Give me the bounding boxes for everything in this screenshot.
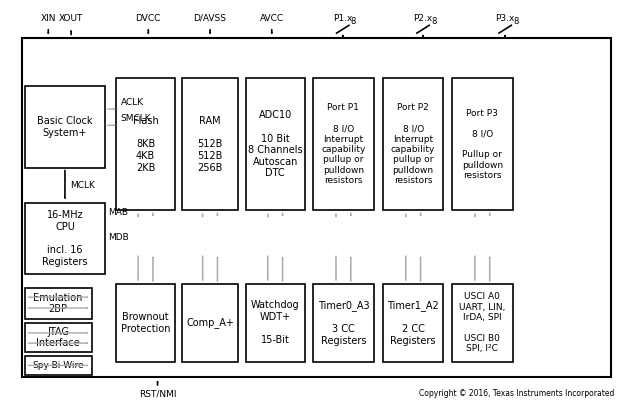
Text: DVCC: DVCC bbox=[135, 14, 161, 23]
Bar bbox=[313, 78, 374, 210]
Text: RAM

512B
512B
256B: RAM 512B 512B 256B bbox=[197, 116, 223, 173]
Text: MCLK: MCLK bbox=[70, 181, 94, 190]
Bar bbox=[25, 203, 105, 274]
Text: JTAG
Interface: JTAG Interface bbox=[37, 327, 80, 348]
Text: Timer1_A2

2 CC
Registers: Timer1_A2 2 CC Registers bbox=[387, 300, 439, 346]
Text: ACLK: ACLK bbox=[120, 98, 144, 107]
Bar bbox=[25, 356, 91, 375]
Text: Basic Clock
System+: Basic Clock System+ bbox=[37, 116, 93, 138]
Bar bbox=[25, 86, 105, 168]
Text: P3.x: P3.x bbox=[495, 14, 515, 23]
Text: P2.x: P2.x bbox=[413, 14, 433, 23]
Bar bbox=[246, 78, 304, 210]
Text: Watchdog
WDT+

15-Bit: Watchdog WDT+ 15-Bit bbox=[251, 300, 299, 345]
Bar bbox=[116, 78, 175, 210]
Text: Port P3

8 I/O

Pullup or
pulldown
resistors: Port P3 8 I/O Pullup or pulldown resisto… bbox=[462, 109, 503, 180]
Text: 8: 8 bbox=[431, 17, 437, 26]
Text: P1.x: P1.x bbox=[333, 14, 352, 23]
Bar bbox=[116, 284, 175, 362]
Bar bbox=[383, 78, 444, 210]
Bar bbox=[452, 78, 513, 210]
Text: 8: 8 bbox=[513, 17, 518, 26]
Bar bbox=[25, 323, 91, 352]
Text: XOUT: XOUT bbox=[59, 14, 83, 23]
Bar bbox=[246, 284, 304, 362]
Text: Port P1

8 I/O
Interrupt
capability
pullup or
pulldown
resistors: Port P1 8 I/O Interrupt capability pullu… bbox=[321, 103, 365, 185]
Text: SMCLK: SMCLK bbox=[120, 114, 151, 123]
Bar bbox=[383, 284, 444, 362]
Text: ADC10

10 Bit
8 Channels
Autoscan
DTC: ADC10 10 Bit 8 Channels Autoscan DTC bbox=[248, 111, 302, 178]
Bar bbox=[313, 284, 374, 362]
Text: RST/NMI: RST/NMI bbox=[139, 389, 176, 399]
Text: Port P2

8 I/O
Interrupt
capability
pullup or
pulldown
resistors: Port P2 8 I/O Interrupt capability pullu… bbox=[391, 103, 435, 185]
Bar bbox=[182, 78, 238, 210]
Bar bbox=[182, 284, 238, 362]
Text: XIN: XIN bbox=[40, 14, 56, 23]
Text: 8: 8 bbox=[351, 17, 356, 26]
Text: Brownout
Protection: Brownout Protection bbox=[121, 312, 170, 334]
Bar bbox=[105, 220, 522, 228]
Text: MDB: MDB bbox=[108, 234, 129, 242]
Bar bbox=[21, 38, 611, 377]
Text: 16-MHz
CPU

incl. 16
Registers: 16-MHz CPU incl. 16 Registers bbox=[42, 210, 88, 266]
Text: Timer0_A3

3 CC
Registers: Timer0_A3 3 CC Registers bbox=[318, 300, 369, 346]
Text: Spy-Bi-Wire: Spy-Bi-Wire bbox=[32, 361, 84, 370]
Bar bbox=[105, 245, 522, 254]
Text: AVCC: AVCC bbox=[260, 14, 284, 23]
Bar bbox=[25, 288, 91, 319]
Text: D/AVSS: D/AVSS bbox=[193, 14, 227, 23]
Text: MAB: MAB bbox=[108, 208, 128, 217]
Bar bbox=[452, 284, 513, 362]
Text: Comp_A+: Comp_A+ bbox=[186, 317, 234, 328]
Text: USCI A0
UART, LIN,
IrDA, SPI

USCI B0
SPI, I²C: USCI A0 UART, LIN, IrDA, SPI USCI B0 SPI… bbox=[459, 292, 505, 353]
Text: Copyright © 2016, Texas Instruments Incorporated: Copyright © 2016, Texas Instruments Inco… bbox=[419, 389, 614, 398]
Text: Flash

8KB
4KB
2KB: Flash 8KB 4KB 2KB bbox=[133, 116, 158, 173]
Text: Emulation
2BP: Emulation 2BP bbox=[33, 293, 83, 314]
